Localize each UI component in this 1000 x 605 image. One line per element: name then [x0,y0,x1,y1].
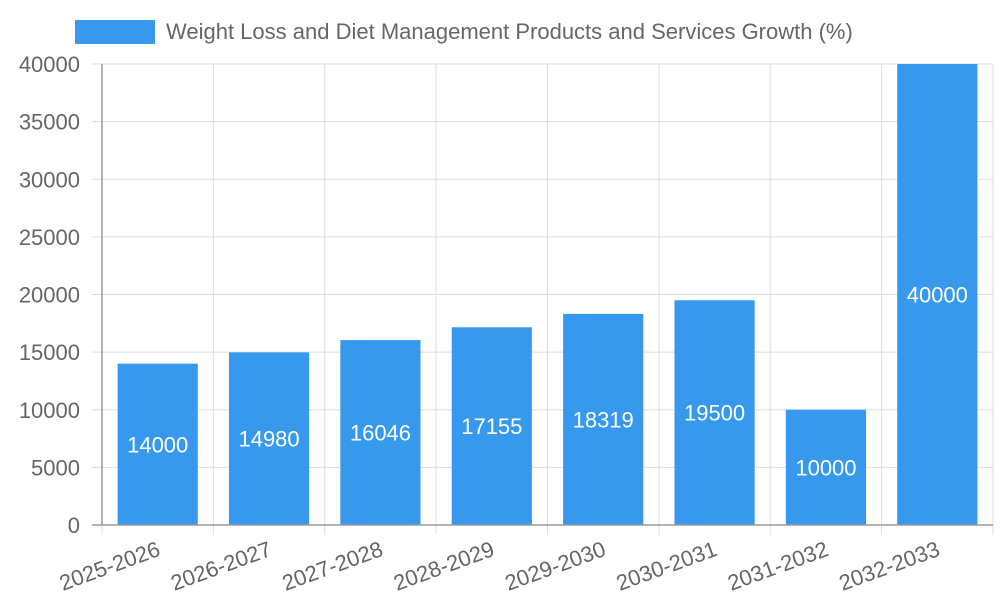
bar-value-label: 14980 [238,427,299,452]
bar-value-label: 16046 [350,421,411,446]
bar-value-label: 18319 [573,407,634,432]
gridlines [92,63,994,535]
legend-label: Weight Loss and Diet Management Products… [166,19,853,44]
bar-value-label: 19500 [684,401,745,426]
bar[interactable] [117,363,198,525]
bars [117,64,978,525]
x-tick-label: 2029-2030 [501,536,608,595]
y-tick-label: 20000 [19,283,80,308]
bar[interactable] [451,327,532,525]
legend-swatch [75,20,155,44]
x-tick-label: 2032-2033 [836,536,943,595]
bar[interactable] [340,340,421,525]
bar-value-label: 40000 [907,283,968,308]
x-tick-label: 2031-2032 [724,536,831,595]
bar[interactable] [228,352,310,525]
bar-value-label: 10000 [795,455,856,480]
bar[interactable] [563,313,644,525]
y-tick-label: 35000 [19,110,80,135]
y-tick-label: 5000 [31,455,80,480]
x-tick-label: 2027-2028 [279,536,386,595]
x-axis-tick-labels: 2025-2026 2026-2027 2027-2028 2028-2029 2029… [56,536,943,595]
y-axis-tick-labels: 0 5000 10000 15000 20000 25000 30000 35000 40000 [19,52,80,538]
data-labels: 14000 14980 16046 17155 18319 19500 10000 40000 [127,283,968,481]
y-tick-label: 10000 [19,398,80,423]
bar[interactable] [785,409,867,525]
x-tick-label: 2025-2026 [56,536,163,595]
y-tick-label: 40000 [19,52,80,77]
y-tick-label: 0 [68,513,80,538]
y-tick-label: 25000 [19,225,80,250]
bar-value-label: 17155 [461,414,522,439]
axes [92,64,993,526]
bar[interactable] [897,64,978,525]
y-tick-label: 15000 [19,340,80,365]
x-tick-label: 2028-2029 [390,536,497,595]
y-tick-label: 30000 [19,167,80,192]
legend[interactable]: Weight Loss and Diet Management Products… [75,19,853,44]
x-tick-label: 2026-2027 [167,536,274,595]
x-tick-label: 2030-2031 [613,536,720,595]
bar-value-label: 14000 [127,432,188,457]
bar[interactable] [674,300,755,525]
